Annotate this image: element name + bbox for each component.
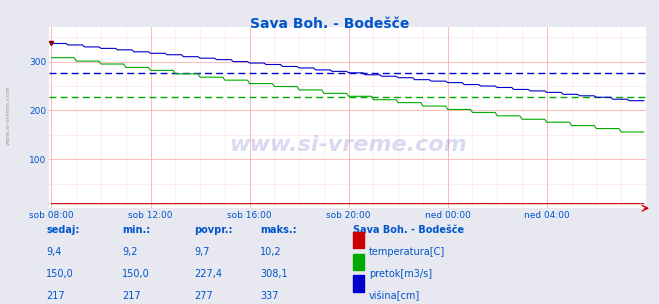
Text: 217: 217 [46, 291, 65, 301]
Text: 150,0: 150,0 [46, 269, 74, 279]
Text: 308,1: 308,1 [260, 269, 288, 279]
Text: 217: 217 [122, 291, 140, 301]
Text: maks.:: maks.: [260, 225, 297, 235]
Text: povpr.:: povpr.: [194, 225, 233, 235]
Text: Sava Boh. - Bodešče: Sava Boh. - Bodešče [250, 17, 409, 31]
Text: višina[cm]: višina[cm] [369, 291, 420, 301]
Text: 9,4: 9,4 [46, 247, 61, 257]
Text: 10,2: 10,2 [260, 247, 282, 257]
Text: www.si-vreme.com: www.si-vreme.com [229, 135, 467, 155]
Text: temperatura[C]: temperatura[C] [369, 247, 445, 257]
Text: pretok[m3/s]: pretok[m3/s] [369, 269, 432, 279]
Text: Sava Boh. - Bodešče: Sava Boh. - Bodešče [353, 225, 464, 235]
Text: 9,2: 9,2 [122, 247, 138, 257]
Text: 227,4: 227,4 [194, 269, 222, 279]
Text: www.si-vreme.com: www.si-vreme.com [5, 86, 11, 145]
Text: 277: 277 [194, 291, 213, 301]
Text: 9,7: 9,7 [194, 247, 210, 257]
Text: 150,0: 150,0 [122, 269, 150, 279]
Text: min.:: min.: [122, 225, 150, 235]
Text: sedaj:: sedaj: [46, 225, 80, 235]
Text: 337: 337 [260, 291, 279, 301]
